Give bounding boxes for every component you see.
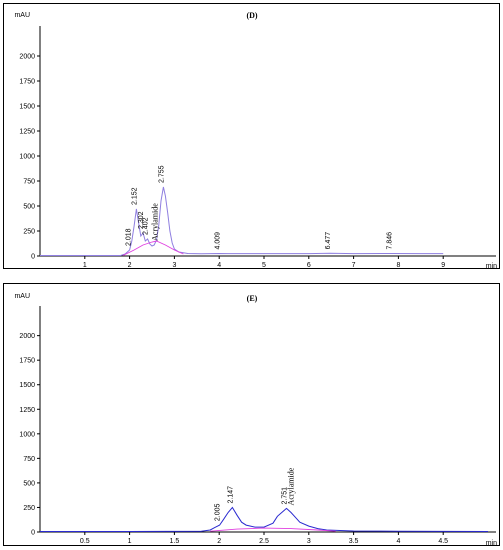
panel-e-x-tick-label: 2 [217,538,221,545]
panel-e-y-unit: mAU [14,293,30,300]
panel-e-y-tick-label: 1750 [19,358,35,365]
panel-d-plot: 0 250 500 750 1000 1250 1500 1750 2000 1 2 3 4 5 6 7 8 9 2… [19,26,496,269]
panel-e-plot: 0 250 500 750 1000 1250 1500 1750 2000 0.5 1 1.5 2 2.… [19,306,496,545]
panel-d-frame [3,3,500,269]
panel-e: mAU min (E) 0250500750100012501500175020… [3,283,500,547]
panel-d-annotation: Acrylamide [150,203,159,241]
panel-e-title: (E) [247,294,258,303]
panel-e-y-tick-label: 750 [23,456,35,463]
panel-d-x-tick-label: 8 [396,262,400,269]
panel-e-x-tick-label: 3.5 [349,538,359,545]
panel-d-x-unit: min [486,263,497,270]
panel-e-x-tick-label: 4.5 [438,538,448,545]
panel-d-peak-label: 6.477 [325,232,332,250]
panel-d-x-tick-label: 9 [441,262,445,269]
panel-d-x-tick-label: 4 [217,262,221,269]
panel-d-y-unit: mAU [14,12,30,19]
panel-e-x-tick-label: 1 [128,538,132,545]
panel-d-peak-label: 2.302 [138,211,145,229]
panel-d-y-tick-label: 0 [31,254,35,261]
panel-d-y-tick-label: 1500 [19,104,35,111]
panel-d-y-tick-label: 1000 [19,154,35,161]
panel-e-x-tick-label: 3 [307,538,311,545]
panel-d-peak-label: 2.755 [158,165,165,183]
panel-e-x-tick-label: 4 [396,538,400,545]
panel-e-peak-label: 2.751 [281,487,288,505]
panel-d: mAU min (D) 0 250 500 750 1000 1250 1500 1750 20… [3,3,500,270]
panel-d-x-tick-label: 6 [307,262,311,269]
panel-d-peak-label: 7.846 [387,232,394,250]
panel-d-x-tick-label: 3 [172,262,176,269]
panel-e-peak-label: 2.005 [215,504,222,522]
panel-d-peak-label: 4.009 [215,232,222,250]
panel-d-x-tick-label: 7 [352,262,356,269]
panel-d-x-tick-label: 2 [128,262,132,269]
panel-d-y-tick-label: 1250 [19,129,35,136]
panel-d-y-tick-label: 250 [23,229,35,236]
panel-d-x-tick-label: 1 [83,262,87,269]
panel-e-y-tick-label: 250 [23,505,35,512]
panel-e-y-tick-label: 2000 [19,333,35,340]
panel-d-peak-label: 2.402 [143,217,150,235]
panel-d-x-tick-label: 5 [262,262,266,269]
panel-e-signal-trace [40,506,489,532]
panel-e-y-tick-label: 500 [23,480,35,487]
panel-d-y-tick-label: 750 [23,179,35,186]
panel-d-y-tick-label: 2000 [19,54,35,61]
panel-e-annotation: Acrylamide [287,467,296,505]
panel-e-y-tick-label: 1250 [19,407,35,414]
panel-e-x-tick-label: 1.5 [170,538,180,545]
panel-e-baseline-trace [210,527,336,532]
panel-e-frame [3,283,500,546]
panel-e-y-tick-label: 1500 [19,382,35,389]
panel-d-title: (D) [246,11,257,20]
panel-e-x-unit: min [486,540,497,547]
panel-d-signal-trace [40,186,444,256]
panel-d-peak-label: 2.152 [131,187,138,205]
panel-e-x-tick-label: 0.5 [80,538,90,545]
panel-d-peak-label: 2.018 [125,228,132,246]
panel-d-baseline-trace [122,240,184,256]
panel-e-peak-label: 2.147 [227,486,234,504]
panel-d-y-tick-label: 1750 [19,79,35,86]
panel-e-x-tick-label: 2.5 [259,538,269,545]
panel-e-y-tick-label: 1000 [19,431,35,438]
panel-d-y-tick-label: 500 [23,204,35,211]
panel-e-y-tick-label: 0 [31,530,35,537]
